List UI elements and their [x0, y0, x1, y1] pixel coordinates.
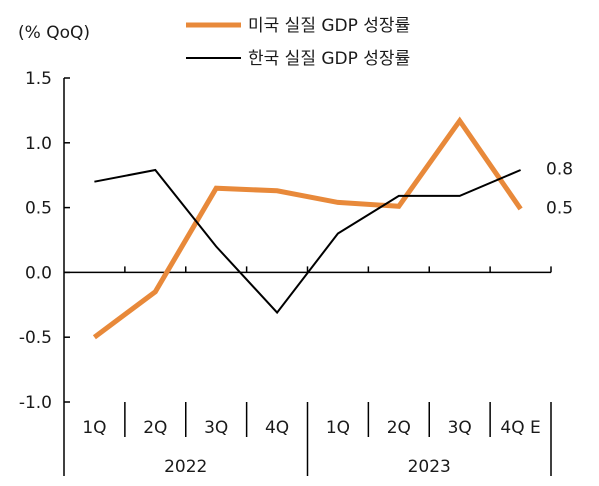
- x-category-label: 2Q: [387, 418, 411, 438]
- series-layer: [92, 116, 523, 340]
- x-category-label: 1Q: [326, 418, 350, 438]
- unit-label: (% QoQ): [18, 23, 90, 43]
- series-line-korea-gdp: [94, 168, 521, 315]
- labels-layer: 0.8 0.5: [546, 160, 573, 219]
- y-tick-label: 0.0: [25, 263, 52, 283]
- series-line-us-gdp: [92, 116, 523, 340]
- end-value-label: 0.5: [546, 199, 573, 219]
- y-tick-label: -1.0: [19, 393, 52, 413]
- legend-label: 한국 실질 GDP 성장률: [248, 49, 410, 69]
- axes: 1.5 1.0 0.5 0.0 -0.5 -1.0 1Q 2Q 3Q 4Q 1Q 2Q 3Q 4Q E 20…: [19, 69, 552, 477]
- x-category-label: 4Q E: [500, 418, 540, 438]
- legend-label: 미국 실질 GDP 성장률: [248, 16, 410, 36]
- y-tick-label: 0.5: [25, 199, 52, 219]
- y-tick-label: -0.5: [19, 328, 52, 348]
- end-value-label: 0.8: [546, 160, 573, 180]
- y-tick-label: 1.0: [25, 134, 52, 154]
- x-year-label: 2023: [408, 457, 451, 477]
- x-category-label: 3Q: [204, 418, 228, 438]
- x-category-label: 2Q: [143, 418, 167, 438]
- x-year-label: 2022: [164, 457, 207, 477]
- x-category-label: 4Q: [265, 418, 289, 438]
- x-category-label: 3Q: [448, 418, 472, 438]
- x-category-label: 1Q: [82, 418, 106, 438]
- y-tick-label: 1.5: [25, 69, 52, 89]
